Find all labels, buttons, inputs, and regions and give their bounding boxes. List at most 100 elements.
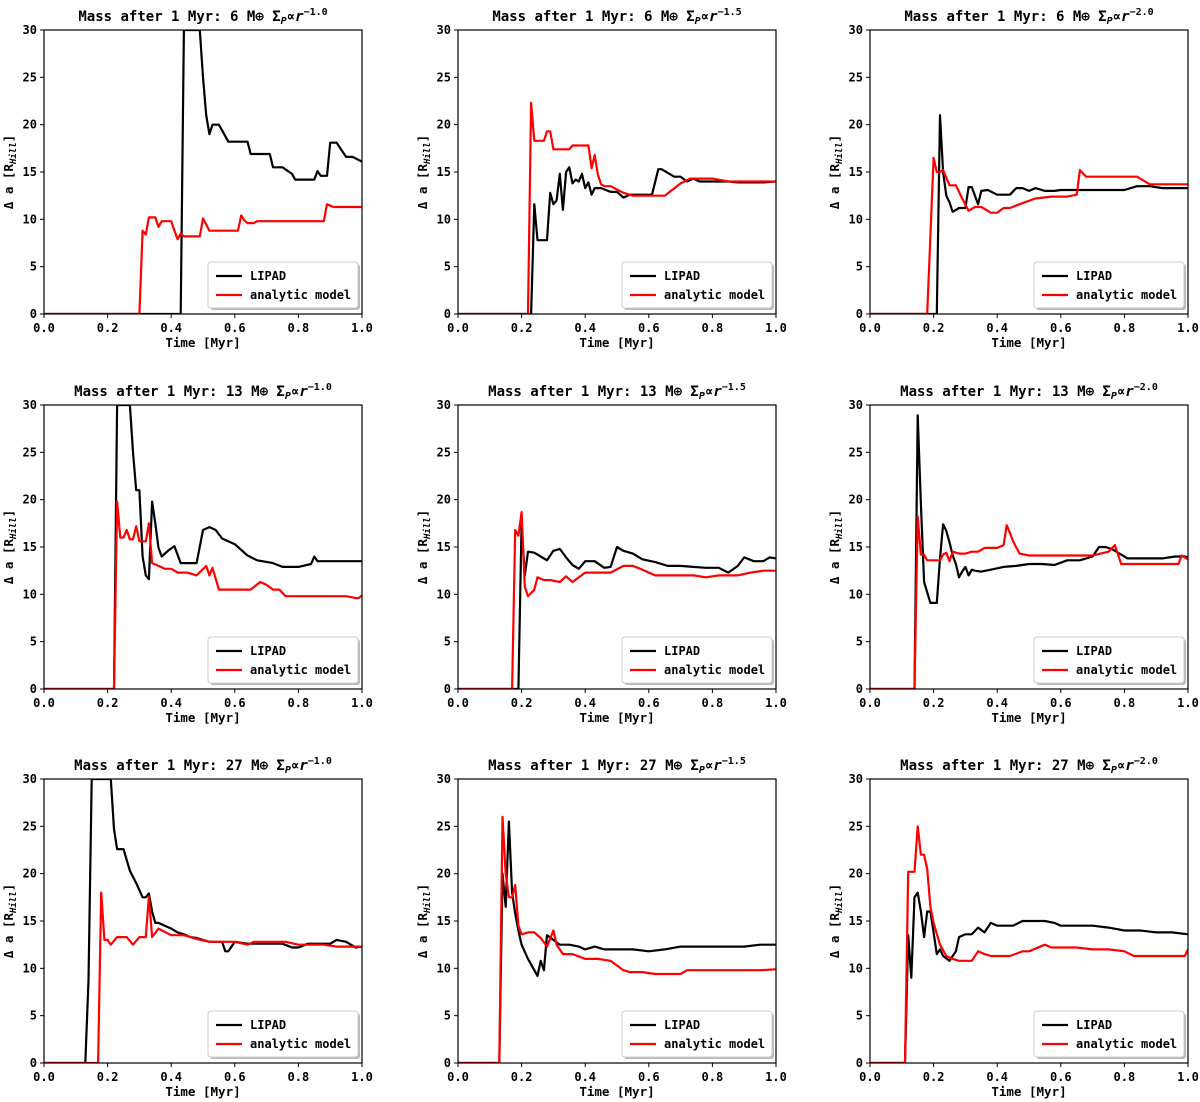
- y-tick-label: 10: [23, 961, 37, 975]
- x-tick-label: 0.2: [97, 321, 119, 335]
- x-tick-label: 0.4: [986, 321, 1008, 335]
- y-tick-label: 25: [849, 445, 863, 459]
- series-line-lipad: [870, 891, 1188, 1063]
- y-tick-label: 5: [444, 260, 451, 274]
- series-line-analytic-model: [458, 510, 776, 689]
- y-tick-label: 15: [437, 914, 451, 928]
- x-tick-label: 0.6: [638, 1070, 660, 1084]
- series-line-analytic-model: [870, 825, 1188, 1063]
- legend-box: [1033, 1010, 1185, 1058]
- x-tick-label: 0.2: [923, 321, 945, 335]
- x-tick-label: 0.4: [160, 696, 182, 710]
- y-tick-label: 15: [437, 540, 451, 554]
- series-line-lipad: [458, 820, 776, 1063]
- legend: LIPAD analytic model: [1033, 261, 1186, 310]
- x-tick-label: 0.6: [224, 1070, 246, 1084]
- x-tick-label: 0.6: [1050, 696, 1072, 710]
- y-tick-label: 20: [23, 493, 37, 507]
- legend: LIPAD analytic model: [207, 636, 360, 685]
- x-tick-label: 1.0: [351, 1070, 373, 1084]
- x-axis-label: Time [Myr]: [991, 335, 1066, 350]
- y-tick-label: 25: [437, 70, 451, 84]
- y-tick-label: 10: [437, 961, 451, 975]
- y-tick-label: 15: [23, 540, 37, 554]
- y-tick-label: 10: [849, 587, 863, 601]
- series-line-lipad: [458, 166, 776, 314]
- x-axis-label: Time [Myr]: [165, 1084, 240, 1099]
- series-line-analytic-model: [870, 515, 1188, 689]
- y-tick-label: 25: [23, 445, 37, 459]
- x-tick-label: 1.0: [1177, 1070, 1199, 1084]
- legend-box: [1033, 636, 1185, 684]
- y-tick-label: 30: [23, 772, 37, 786]
- x-tick-label: 0.8: [288, 1070, 310, 1084]
- legend-label-lipad: LIPAD: [664, 644, 700, 658]
- x-tick-label: 0.8: [288, 696, 310, 710]
- x-tick-label: 0.4: [574, 321, 596, 335]
- y-tick-label: 15: [849, 165, 863, 179]
- y-tick-label: 25: [23, 819, 37, 833]
- legend: LIPAD analytic model: [1033, 1010, 1186, 1059]
- x-tick-label: 0.0: [447, 321, 469, 335]
- y-tick-label: 5: [856, 635, 863, 649]
- x-tick-label: 0.4: [574, 1070, 596, 1084]
- x-tick-label: 0.0: [33, 696, 55, 710]
- x-axis-label: Time [Myr]: [579, 1084, 654, 1099]
- x-tick-label: 1.0: [765, 696, 787, 710]
- y-tick-label: 30: [437, 23, 451, 37]
- y-tick-label: 0: [444, 682, 451, 696]
- x-tick-label: 0.0: [447, 1070, 469, 1084]
- series-line-analytic-model: [458, 101, 776, 314]
- series-line-lipad: [870, 114, 1188, 314]
- legend-label-analytic-model: analytic model: [250, 663, 351, 677]
- subplot-title: Mass after 1 Myr: 13 M⊕ ΣP∝r−1.5: [488, 382, 746, 402]
- y-tick-label: 15: [849, 914, 863, 928]
- x-tick-label: 0.2: [923, 696, 945, 710]
- subplot-title: Mass after 1 Myr: 27 M⊕ ΣP∝r−2.0: [900, 756, 1158, 776]
- legend: LIPAD analytic model: [207, 1010, 360, 1059]
- series-line-lipad: [458, 522, 776, 689]
- legend-label-lipad: LIPAD: [664, 1018, 700, 1032]
- legend: LIPAD analytic model: [207, 261, 360, 310]
- y-tick-label: 30: [849, 23, 863, 37]
- legend: LIPAD analytic model: [621, 261, 774, 310]
- y-tick-label: 20: [437, 493, 451, 507]
- legend: LIPAD analytic model: [1033, 636, 1186, 685]
- legend-label-analytic-model: analytic model: [1076, 1037, 1177, 1051]
- legend-box: [207, 1010, 359, 1058]
- y-tick-label: 0: [444, 307, 451, 321]
- x-tick-label: 0.6: [638, 321, 660, 335]
- y-tick-label: 0: [30, 307, 37, 321]
- y-axis-label: Δ a [RHill]: [1, 510, 19, 584]
- x-tick-label: 0.6: [1050, 1070, 1072, 1084]
- y-tick-label: 10: [849, 961, 863, 975]
- y-tick-label: 5: [30, 635, 37, 649]
- y-axis-label: Δ a [RHill]: [827, 135, 845, 209]
- x-tick-label: 1.0: [765, 321, 787, 335]
- x-tick-label: 1.0: [351, 696, 373, 710]
- y-axis-label: Δ a [RHill]: [1, 135, 19, 209]
- legend-box: [1033, 261, 1185, 309]
- y-axis-label: Δ a [RHill]: [415, 884, 433, 958]
- legend-label-lipad: LIPAD: [250, 644, 286, 658]
- y-tick-label: 0: [856, 682, 863, 696]
- y-axis-label: Δ a [RHill]: [415, 510, 433, 584]
- y-tick-label: 0: [444, 1056, 451, 1070]
- legend-label-lipad: LIPAD: [250, 269, 286, 283]
- subplot-4: 0.0 0.2 0.4 0.6 0.8 1.0 0 5 10 15 20 25 30 Time [Myr]…: [1, 382, 373, 725]
- legend-label-analytic-model: analytic model: [664, 1037, 765, 1051]
- legend: LIPAD analytic model: [621, 1010, 774, 1059]
- x-axis-label: Time [Myr]: [165, 335, 240, 350]
- subplot-2: 0.0 0.2 0.4 0.6 0.8 1.0 0 5 10 15 20 25 30 Time [Myr]…: [415, 7, 787, 350]
- y-tick-label: 0: [856, 307, 863, 321]
- legend-label-lipad: LIPAD: [664, 269, 700, 283]
- series-line-analytic-model: [44, 891, 362, 1063]
- y-tick-label: 5: [444, 635, 451, 649]
- x-tick-label: 0.8: [702, 696, 724, 710]
- y-tick-label: 25: [849, 70, 863, 84]
- y-tick-label: 5: [30, 1009, 37, 1023]
- y-tick-label: 25: [23, 70, 37, 84]
- y-tick-label: 15: [23, 914, 37, 928]
- y-tick-label: 0: [30, 682, 37, 696]
- y-tick-label: 5: [444, 1009, 451, 1023]
